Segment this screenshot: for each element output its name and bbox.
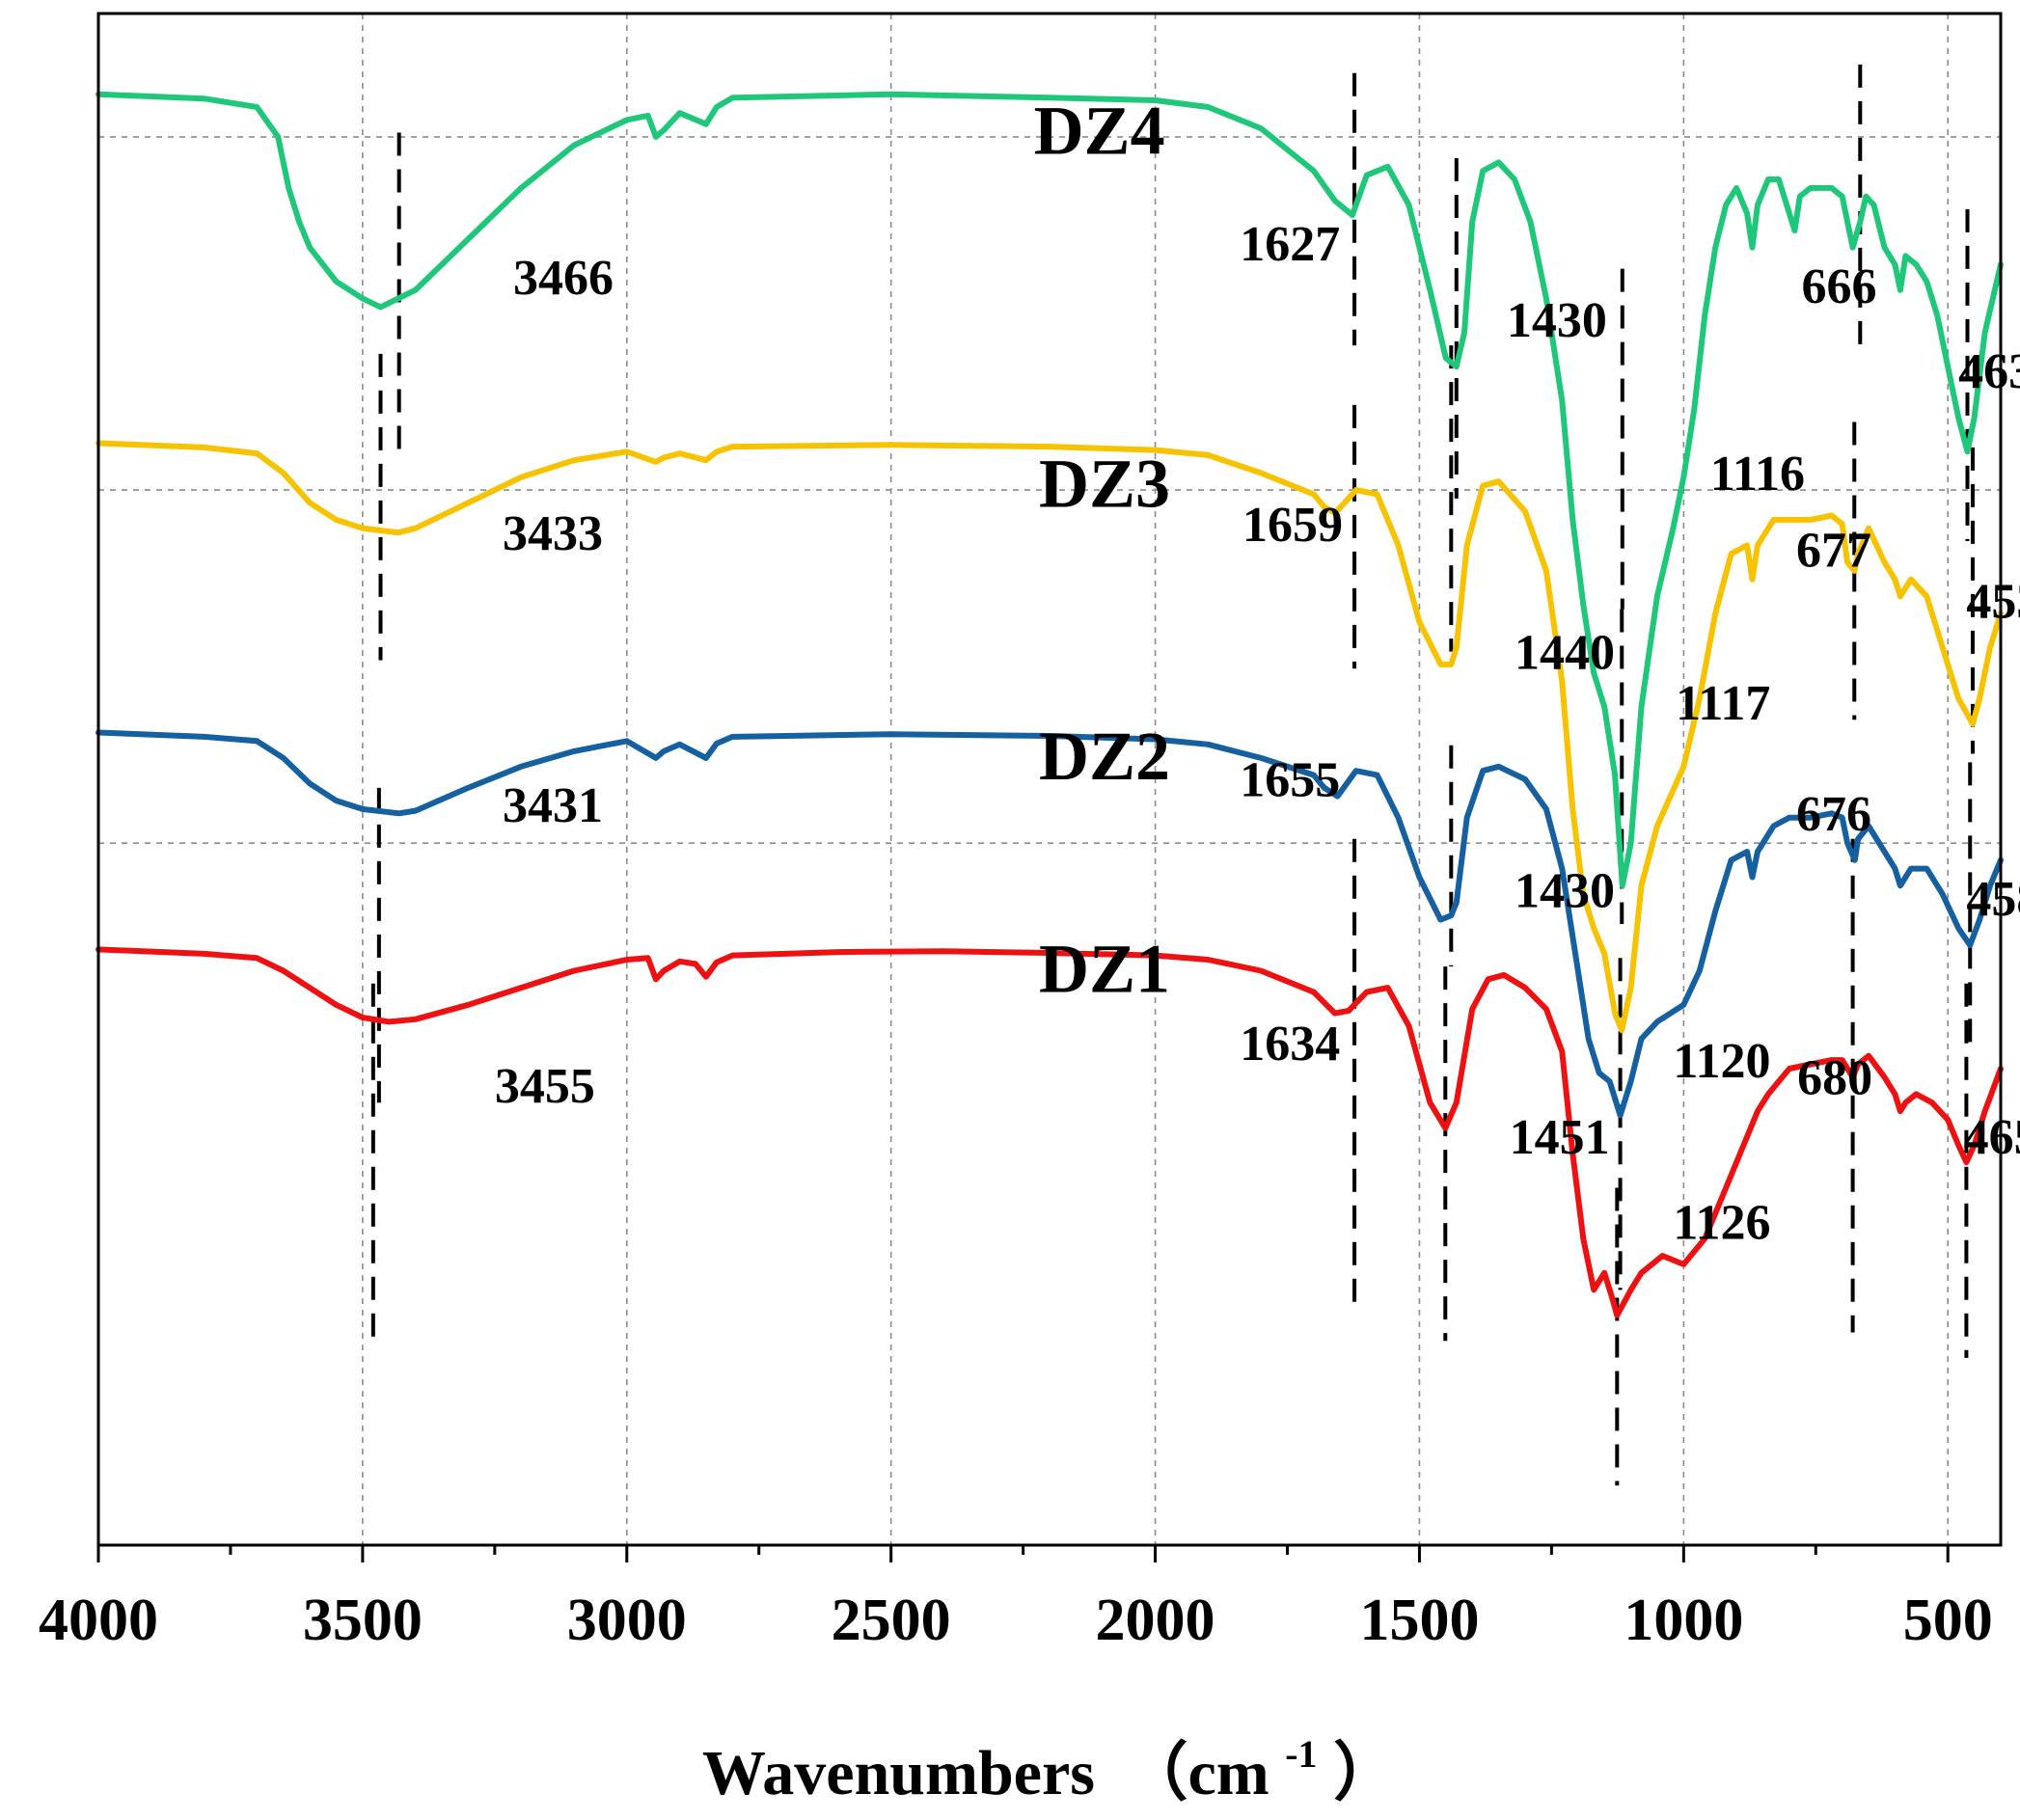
grid-layer: [98, 14, 2001, 1545]
peak-label: 465: [1964, 1110, 2020, 1165]
series-label-dz4: DZ4: [1034, 93, 1165, 170]
peak-label: 1430: [1507, 293, 1607, 348]
x-tick-label: 2500: [832, 1588, 951, 1653]
peak-label: 1117: [1676, 676, 1770, 731]
x-tick-label: 3500: [303, 1588, 423, 1653]
x-axis-title-unit: （cm: [1124, 1737, 1269, 1808]
series-line-dz2: [96, 729, 2004, 1119]
peak-label: 1451: [1510, 1110, 1610, 1165]
x-tick-label: 1500: [1359, 1588, 1479, 1653]
x-axis-title-sup: -1: [1285, 1732, 1317, 1776]
series-label-dz3: DZ3: [1039, 446, 1170, 523]
peak-label: 453: [1966, 574, 2020, 629]
x-tick-label: 1000: [1624, 1588, 1743, 1653]
series-label-dz1: DZ1: [1039, 931, 1170, 1008]
x-axis: 4000 3500 3000 2500 2000 1500 1000 500: [39, 1545, 1993, 1653]
peak-label: 1430: [1515, 863, 1615, 918]
x-axis-title: Wavenumbers （cm -1 ）: [702, 1711, 1397, 1808]
series-line-dz1: [96, 946, 2004, 1318]
peak-label: 1634: [1240, 1017, 1340, 1072]
peak-label: 3433: [503, 506, 603, 561]
x-tick-label: 4000: [39, 1588, 158, 1653]
peak-label: 1627: [1240, 217, 1340, 272]
peak-label: 1120: [1673, 1034, 1770, 1089]
x-axis-title-main: Wavenumbers: [702, 1738, 1095, 1808]
x-tick-label: 3000: [567, 1588, 687, 1653]
peak-label: 3431: [503, 778, 603, 833]
series-line-dz4: [96, 91, 2004, 889]
x-tick-label: 2000: [1096, 1588, 1215, 1653]
peak-label: 677: [1796, 523, 1871, 578]
series-line-dz3: [96, 440, 2004, 1034]
peak-label: 1440: [1515, 625, 1615, 680]
series-layer: [96, 91, 2004, 1318]
peak-label: 3455: [495, 1059, 595, 1114]
label-layer: DZ1 DZ2 DZ3 DZ4 3455 1634 1451 1126 680 465 3431 16…: [495, 93, 2020, 1251]
x-axis-title-close: ）: [1333, 1737, 1397, 1808]
peak-label: 1126: [1673, 1195, 1770, 1250]
series-label-dz2: DZ2: [1039, 718, 1170, 795]
plot-frame: [96, 12, 2003, 1547]
peak-label: 3466: [513, 251, 614, 306]
peak-label: 680: [1797, 1050, 1872, 1105]
peak-label: 666: [1801, 259, 1876, 314]
peak-marker-layer: [370, 64, 1975, 1486]
peak-label: 458: [1966, 872, 2020, 927]
x-tick-label: 500: [1903, 1588, 1993, 1653]
peak-label: 676: [1796, 787, 1871, 842]
peak-label: 1655: [1240, 753, 1340, 808]
peak-label: 1116: [1710, 447, 1805, 502]
peak-label: 1659: [1242, 498, 1343, 553]
peak-label: 463: [1958, 344, 2020, 399]
